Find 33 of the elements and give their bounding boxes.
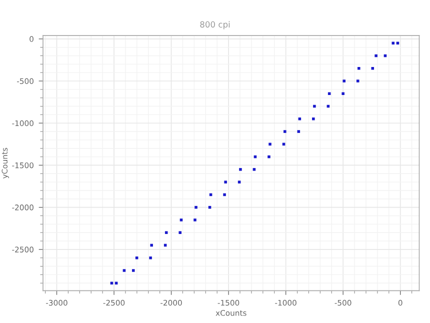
- point: [284, 130, 286, 133]
- point: [313, 104, 316, 108]
- point: [396, 42, 400, 44]
- point: [110, 282, 114, 285]
- point: [358, 66, 360, 70]
- point: [239, 168, 242, 171]
- point: [268, 142, 272, 146]
- point: [150, 244, 153, 247]
- point: [238, 180, 241, 184]
- point: [180, 218, 183, 222]
- point: [312, 118, 315, 120]
- point: [223, 193, 226, 196]
- point: [122, 269, 126, 272]
- point: [328, 92, 331, 96]
- point: [342, 92, 344, 96]
- point: [178, 231, 182, 234]
- point: [194, 206, 198, 209]
- point: [298, 118, 302, 120]
- point: [114, 282, 118, 285]
- point: [374, 54, 378, 58]
- point: [356, 80, 360, 82]
- point: [164, 231, 168, 234]
- point: [132, 269, 135, 272]
- chart-subtitle: 800 cpi: [200, 21, 230, 30]
- point: [371, 66, 374, 70]
- point: [149, 256, 152, 260]
- point: [224, 180, 227, 184]
- point: [342, 80, 346, 82]
- point: [392, 42, 395, 44]
- point: [252, 168, 256, 171]
- point: [268, 155, 270, 158]
- point: [297, 130, 300, 133]
- point: [194, 218, 196, 222]
